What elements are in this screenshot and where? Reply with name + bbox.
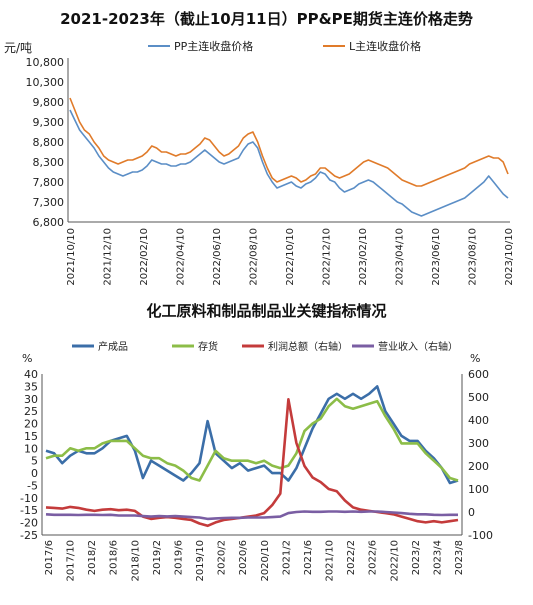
chart2-left-tick-label: 35 xyxy=(24,380,38,393)
chart2-xtick-label: 2022/10 xyxy=(389,540,400,582)
chart2-left-tick-label: -20 xyxy=(20,517,38,530)
chart2-series-line-cunhuo xyxy=(45,397,459,482)
chart2-xtick-label: 2023/8 xyxy=(454,540,465,575)
chart2-right-tick-label: -100 xyxy=(468,529,493,542)
chart2-xtick-label: 2023/2 xyxy=(411,540,422,575)
chart2-xtick-label: 2017/6 xyxy=(44,540,55,575)
chart2-xtick-label: 2020/6 xyxy=(238,540,249,575)
chart1-xtick-label: 2021/12/10 xyxy=(103,228,114,286)
chart1-xtick-label: 2022/12/10 xyxy=(322,228,333,286)
chart1-ytick-label: 9,300 xyxy=(33,116,65,129)
chart2-right-unit: % xyxy=(470,352,480,365)
chart2-left-tick-label: 10 xyxy=(24,442,38,455)
chart1-series-line-pp xyxy=(69,109,509,217)
chart2-right-tick-label: 600 xyxy=(468,368,489,381)
chart2-xtick-label: 2018/6 xyxy=(109,540,120,575)
chart2-legend-label: 利润总额（右轴） xyxy=(268,340,348,353)
chart2-right-tick-label: 500 xyxy=(468,391,489,404)
chart2-left-unit: % xyxy=(22,352,32,365)
chart1-xtick-label: 2023/10/10 xyxy=(504,228,515,286)
chart2-right-tick-label: 400 xyxy=(468,414,489,427)
chart2-left-tick-label: -15 xyxy=(20,504,38,517)
chart1-xtick-label: 2022/08/10 xyxy=(249,228,260,286)
chart2-legend-label: 产成品 xyxy=(98,340,128,353)
chart1-legend-label: PP主连收盘价格 xyxy=(174,39,253,53)
chart2-xtick-label: 2021/6 xyxy=(303,540,314,575)
chart1-price-trend: 元/吨10,800 10,300 9,800 9,300 8,800 8,300 7,800… xyxy=(4,39,515,286)
chart2-legend-label: 存货 xyxy=(198,340,218,353)
chart1-xtick-label: 2022/04/10 xyxy=(176,228,187,286)
chart1-y-unit: 元/吨 xyxy=(4,41,32,55)
chart2-xtick-label: 2020/10 xyxy=(260,540,271,582)
chart2-left-tick-label: -5 xyxy=(27,479,38,492)
chart2-xtick-label: 2021/10 xyxy=(325,540,336,582)
chart1-xtick-label: 2022/02/10 xyxy=(139,228,150,286)
chart2-right-tick-label: 100 xyxy=(468,483,489,496)
chart1-xtick-label: 2023/04/10 xyxy=(395,228,406,286)
chart2-xtick-label: 2020/2 xyxy=(217,540,228,575)
chart1-series-line-l xyxy=(69,97,509,187)
chart2-left-tick-label: 0 xyxy=(31,467,38,480)
chart2-series-line-yingye xyxy=(45,510,458,521)
chart1-ytick-label: 8,800 xyxy=(33,136,65,149)
chart1-ytick-label: 7,300 xyxy=(33,196,65,209)
chart2-xtick-label: 2021/2 xyxy=(281,540,292,575)
chart2-left-tick-label: 30 xyxy=(24,393,38,406)
chart1-ytick-label: 10,300 xyxy=(26,76,65,89)
chart1-xtick-label: 2022/10/10 xyxy=(285,228,296,286)
chart2-xtick-label: 2019/10 xyxy=(195,540,206,582)
chart1-xtick-label: 2022/06/10 xyxy=(212,228,223,286)
chart2-left-tick-label: 20 xyxy=(24,418,38,431)
chart1-legend-label: L主连收盘价格 xyxy=(349,39,421,53)
chart1-ytick-label: 7,800 xyxy=(33,176,65,189)
chart2-left-tick-label: 40 xyxy=(24,368,38,381)
chart2-right-tick-label: 300 xyxy=(468,437,489,450)
chart2-series-line-lirun xyxy=(45,397,459,528)
chart2-left-tick-label: 25 xyxy=(24,405,38,418)
chart2-xtick-label: 2019/6 xyxy=(173,540,184,575)
chart1-ytick-label: 8,300 xyxy=(33,156,65,169)
chart2-xtick-label: 2022/2 xyxy=(346,540,357,575)
chart1-title: 2021-2023年（截止10月11日）PP&PE期货主连价格走势 xyxy=(60,10,473,28)
chart2-xtick-label: 2018/2 xyxy=(87,540,98,575)
chart1-ytick-label: 9,800 xyxy=(33,96,65,109)
chart2-title: 化工原料和制品制品业关键指标情况 xyxy=(146,302,387,320)
chart2-right-tick-label: 200 xyxy=(468,460,489,473)
chart2-xtick-label: 2018/10 xyxy=(130,540,141,582)
chart2-xtick-label: 2019/2 xyxy=(152,540,163,575)
chart1-ytick-label: 10,800 xyxy=(26,56,65,69)
chart2-legend-label: 营业收入（右轴） xyxy=(378,340,458,353)
chart2-right-tick-label: 0 xyxy=(468,506,475,519)
chart1-xtick-label: 2023/08/10 xyxy=(468,228,479,286)
chart2-left-tick-label: -10 xyxy=(20,492,38,505)
chart2-xtick-label: 2023/4 xyxy=(432,540,443,575)
chart1-xtick-label: 2023/06/10 xyxy=(431,228,442,286)
chart2-left-tick-label: 15 xyxy=(24,430,38,443)
chart2-left-tick-label: 5 xyxy=(31,455,38,468)
chart1-xtick-label: 2021/10/10 xyxy=(66,228,77,286)
chart2-xtick-label: 2017/10 xyxy=(66,540,77,582)
chart2-xtick-label: 2022/6 xyxy=(368,540,379,575)
chart1-xtick-label: 2023/02/10 xyxy=(358,228,369,286)
chart1-ytick-label: 6,800 xyxy=(33,216,65,229)
chart2-left-tick-label: -25 xyxy=(20,529,38,542)
